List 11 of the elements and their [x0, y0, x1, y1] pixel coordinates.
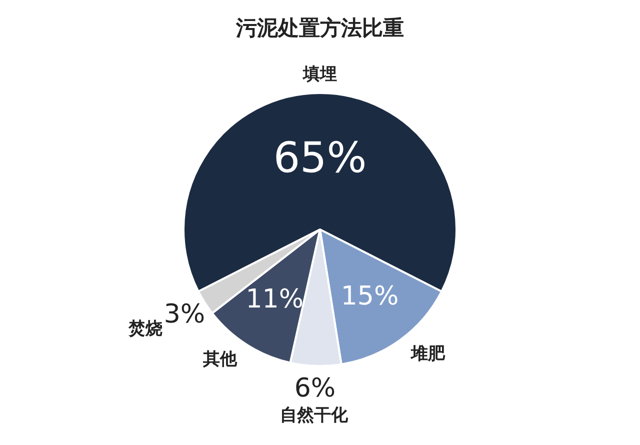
- data-label: 15%: [340, 282, 399, 312]
- data-label: 65%: [273, 133, 367, 182]
- slice-label: 焚烧: [128, 318, 163, 339]
- chart-title: 污泥处置方法比重: [234, 15, 405, 42]
- data-label: 11%: [246, 284, 304, 315]
- data-label: 6%: [294, 374, 336, 404]
- slice-label: 填埋: [302, 64, 337, 84]
- slice-label: 堆肥: [410, 344, 446, 364]
- slice-label: 其他: [202, 349, 238, 370]
- data-label: 3%: [164, 299, 206, 330]
- slice-label: 自然干化: [280, 405, 350, 426]
